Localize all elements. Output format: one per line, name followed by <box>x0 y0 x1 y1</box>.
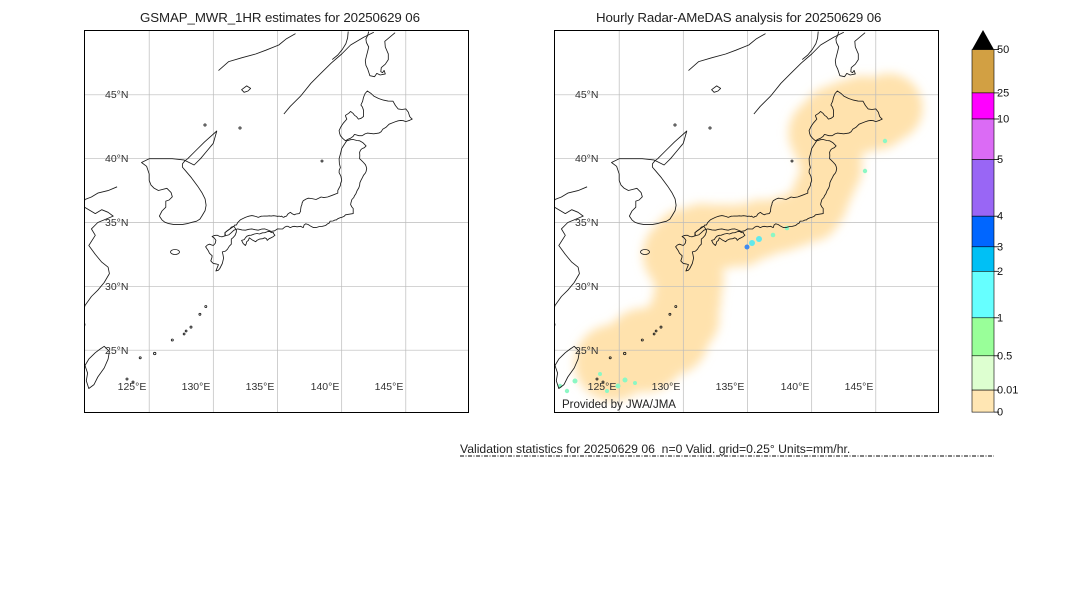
svg-text:140°E: 140°E <box>781 381 810 393</box>
svg-text:45°N: 45°N <box>575 89 598 101</box>
svg-text:30°N: 30°N <box>575 281 598 293</box>
svg-text:130°E: 130°E <box>652 381 681 393</box>
svg-text:135°E: 135°E <box>716 381 745 393</box>
svg-text:45°N: 45°N <box>105 89 128 101</box>
svg-text:35°N: 35°N <box>105 217 128 229</box>
svg-text:125°E: 125°E <box>118 381 147 393</box>
svg-text:25°N: 25°N <box>575 345 598 357</box>
svg-text:25°N: 25°N <box>105 345 128 357</box>
svg-text:1: 1 <box>997 312 1003 324</box>
svg-text:40°N: 40°N <box>575 153 598 165</box>
svg-text:0.01: 0.01 <box>997 385 1018 397</box>
svg-text:10: 10 <box>997 114 1009 126</box>
svg-text:125°E: 125°E <box>588 381 617 393</box>
svg-text:35°N: 35°N <box>575 217 598 229</box>
svg-text:0: 0 <box>997 407 1003 419</box>
svg-text:135°E: 135°E <box>246 381 275 393</box>
svg-text:140°E: 140°E <box>311 381 340 393</box>
svg-text:2: 2 <box>997 266 1003 278</box>
svg-text:145°E: 145°E <box>375 381 404 393</box>
svg-text:40°N: 40°N <box>105 153 128 165</box>
svg-text:30°N: 30°N <box>105 281 128 293</box>
svg-text:145°E: 145°E <box>845 381 874 393</box>
svg-text:4: 4 <box>997 211 1003 223</box>
svg-text:3: 3 <box>997 241 1003 253</box>
svg-text:0.5: 0.5 <box>997 350 1012 362</box>
svg-text:130°E: 130°E <box>182 381 211 393</box>
svg-text:25: 25 <box>997 88 1009 100</box>
